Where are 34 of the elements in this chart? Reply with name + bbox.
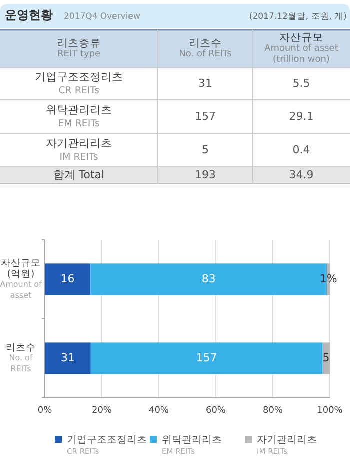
text: 운영현황	[5, 8, 53, 22]
text: 0.4	[292, 144, 310, 157]
x-tick-label: 0%	[38, 406, 53, 416]
text: 157	[195, 110, 216, 124]
data-label: 16	[60, 272, 75, 286]
annotation: 5	[322, 352, 330, 365]
bar	[45, 264, 91, 296]
text: 2017Q4 Overview	[64, 12, 140, 22]
annotation: 31	[60, 352, 75, 365]
text: 5.5	[292, 77, 310, 90]
x-tick-label: 60%	[206, 406, 226, 416]
y-tick-label: 자산규모 (억원) Amount of asset	[0, 258, 42, 300]
text: 34.9	[289, 168, 314, 182]
bar	[322, 342, 330, 374]
x-tick-label: 20%	[92, 406, 112, 416]
bar	[90, 342, 323, 374]
category-label: 합계 Total	[53, 168, 105, 182]
data-label: 83	[202, 272, 216, 286]
annotation: 157	[196, 352, 218, 365]
x-tick-label: 100%	[317, 406, 344, 416]
text: 5	[202, 144, 209, 157]
text: 193	[195, 168, 216, 182]
category-label: 위탁관리리츠 EM REITs	[46, 104, 112, 130]
text: (2017.12월말, 조원, 개)	[249, 12, 347, 22]
category-label: 기업구조조정리츠 CR REITs	[35, 70, 123, 96]
x-tick-label: 40%	[148, 406, 170, 416]
text: 31	[198, 77, 212, 90]
bar	[45, 342, 91, 374]
x-tick-label: 80%	[262, 406, 284, 416]
category-label: 리츠수 No. of REITs	[179, 37, 232, 60]
category-label: 자산규모 Amount of asset (trillion won)	[264, 32, 339, 66]
category-label: 리츠종류 REIT type	[57, 37, 101, 60]
text: 29.1	[289, 110, 314, 124]
category-label: 자기관리리츠 IM REITs	[46, 137, 112, 163]
